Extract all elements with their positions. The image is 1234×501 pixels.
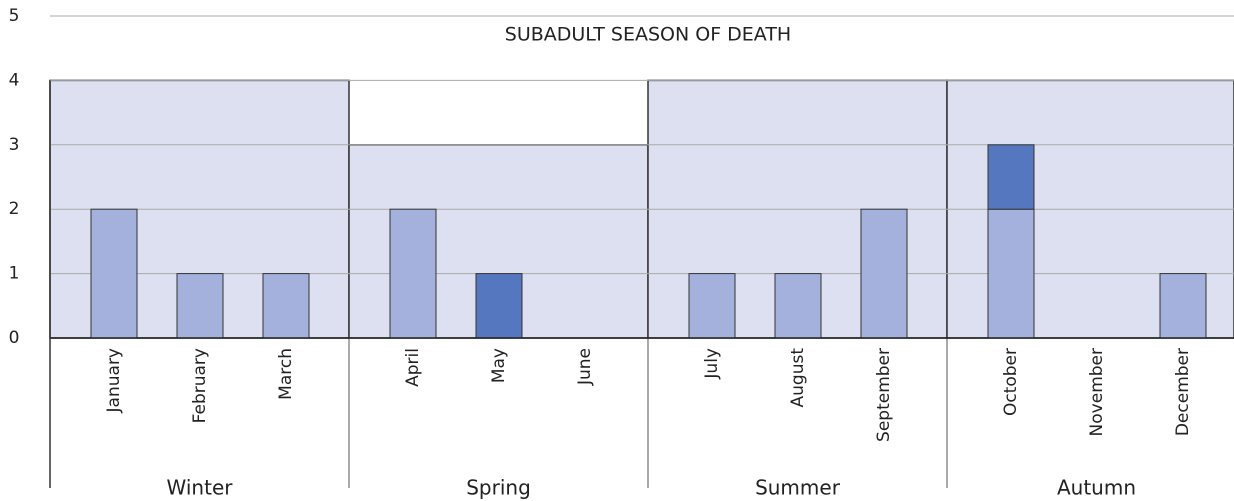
y-tick-label: 3 — [9, 135, 20, 155]
x-tick-label: June — [575, 348, 595, 386]
x-tick-label: November — [1087, 348, 1107, 436]
y-tick-label: 1 — [9, 264, 20, 284]
x-tick-label: July — [702, 348, 722, 380]
y-tick-label: 2 — [9, 199, 20, 219]
bar — [688, 273, 736, 339]
x-tick-label: May — [489, 348, 509, 383]
bar — [176, 273, 224, 339]
bar — [1159, 273, 1207, 339]
season-label: Spring — [466, 476, 531, 500]
bar — [860, 208, 908, 339]
season-label: Winter — [167, 476, 234, 500]
season-label: Autumn — [1057, 476, 1136, 500]
y-tick-label: 0 — [9, 328, 20, 348]
x-tick-label: October — [1001, 348, 1021, 416]
bar — [389, 208, 437, 339]
bar — [90, 208, 138, 339]
y-tick-label: 4 — [9, 70, 20, 90]
bar — [475, 273, 523, 339]
x-tick-label: December — [1173, 348, 1193, 436]
bar — [774, 273, 822, 339]
x-tick-label: August — [788, 348, 808, 408]
chart-title: SUBADULT SEASON OF DEATH — [505, 24, 791, 46]
y-tick-label: 5 — [9, 6, 20, 26]
bar — [987, 208, 1035, 339]
x-tick-label: April — [403, 348, 423, 387]
bar — [987, 144, 1035, 210]
x-tick-label: March — [276, 348, 296, 400]
x-tick-label: September — [874, 348, 894, 442]
bar — [262, 273, 310, 339]
season-label: Summer — [755, 476, 841, 500]
x-tick-label: January — [104, 348, 124, 413]
x-tick-label: February — [190, 348, 210, 423]
